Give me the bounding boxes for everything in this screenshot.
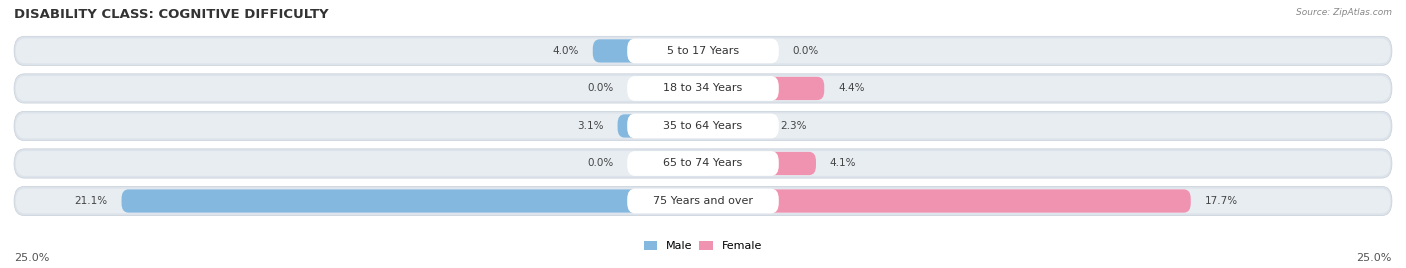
FancyBboxPatch shape (703, 189, 1191, 213)
Text: 4.1%: 4.1% (830, 158, 856, 169)
FancyBboxPatch shape (617, 114, 703, 137)
FancyBboxPatch shape (15, 39, 1391, 63)
Text: 5 to 17 Years: 5 to 17 Years (666, 46, 740, 56)
Text: 75 Years and over: 75 Years and over (652, 196, 754, 206)
Text: 4.0%: 4.0% (553, 46, 579, 56)
FancyBboxPatch shape (627, 114, 779, 138)
Text: 3.1%: 3.1% (578, 121, 603, 131)
Text: 0.0%: 0.0% (588, 83, 613, 94)
FancyBboxPatch shape (15, 76, 1391, 101)
FancyBboxPatch shape (14, 186, 1392, 216)
FancyBboxPatch shape (627, 76, 779, 101)
FancyBboxPatch shape (627, 39, 779, 63)
FancyBboxPatch shape (14, 74, 1392, 103)
FancyBboxPatch shape (14, 36, 1392, 66)
FancyBboxPatch shape (14, 149, 1392, 178)
Text: 25.0%: 25.0% (1357, 253, 1392, 263)
FancyBboxPatch shape (627, 189, 779, 213)
FancyBboxPatch shape (703, 152, 815, 175)
FancyBboxPatch shape (15, 114, 1391, 138)
FancyBboxPatch shape (627, 151, 779, 176)
Legend: Male, Female: Male, Female (640, 236, 766, 255)
FancyBboxPatch shape (14, 111, 1392, 141)
Text: Source: ZipAtlas.com: Source: ZipAtlas.com (1296, 8, 1392, 17)
Text: 25.0%: 25.0% (14, 253, 49, 263)
FancyBboxPatch shape (121, 189, 703, 213)
Text: 17.7%: 17.7% (1205, 196, 1237, 206)
FancyBboxPatch shape (593, 39, 703, 62)
Text: 65 to 74 Years: 65 to 74 Years (664, 158, 742, 169)
Text: 2.3%: 2.3% (780, 121, 807, 131)
FancyBboxPatch shape (703, 77, 824, 100)
FancyBboxPatch shape (703, 114, 766, 137)
Text: 35 to 64 Years: 35 to 64 Years (664, 121, 742, 131)
FancyBboxPatch shape (15, 189, 1391, 213)
Text: DISABILITY CLASS: COGNITIVE DIFFICULTY: DISABILITY CLASS: COGNITIVE DIFFICULTY (14, 8, 329, 21)
Text: 4.4%: 4.4% (838, 83, 865, 94)
Text: 0.0%: 0.0% (588, 158, 613, 169)
Text: 0.0%: 0.0% (793, 46, 818, 56)
Text: 18 to 34 Years: 18 to 34 Years (664, 83, 742, 94)
Text: 21.1%: 21.1% (75, 196, 108, 206)
FancyBboxPatch shape (15, 151, 1391, 176)
